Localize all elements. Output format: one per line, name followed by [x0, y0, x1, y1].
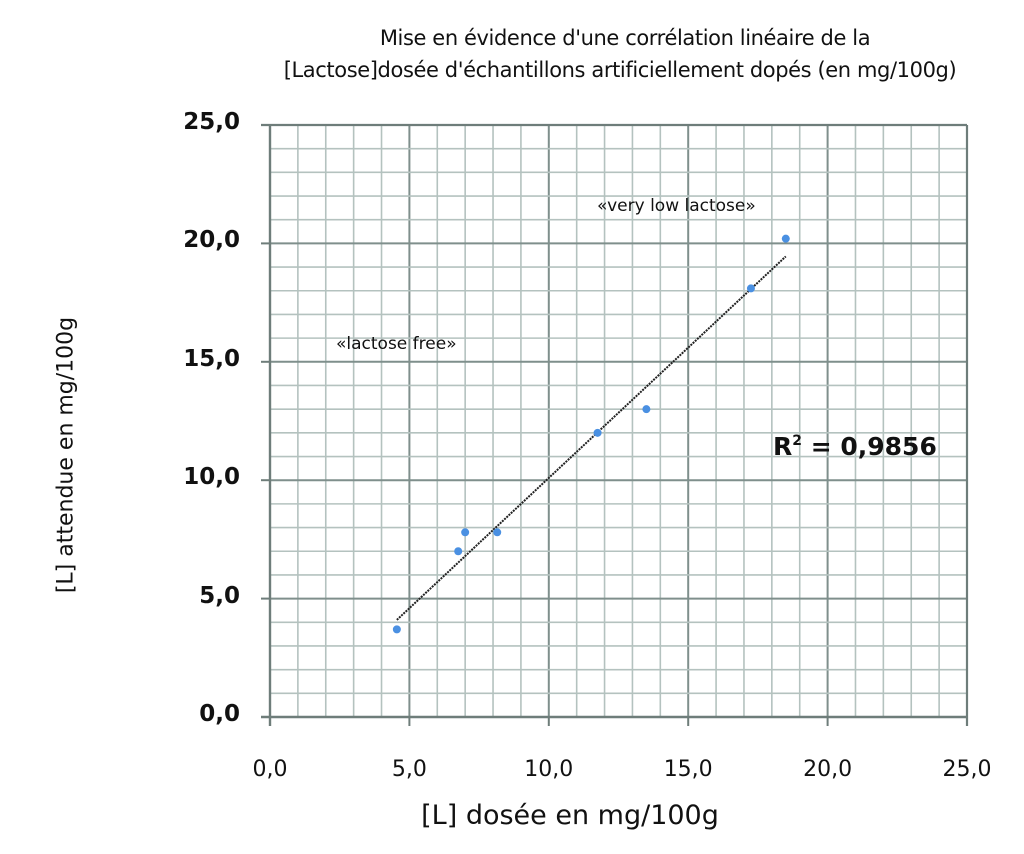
trendline: [396, 255, 787, 621]
data-point: [593, 428, 602, 437]
y-tick-label: 20,0: [183, 227, 240, 254]
data-point: [461, 528, 470, 537]
r-squared-label: R2 = 0,9856: [773, 432, 937, 461]
y-tick-label: 15,0: [183, 345, 240, 372]
y-tick-label: 25,0: [183, 109, 240, 135]
x-tick-label: 25,0: [942, 757, 992, 782]
x-tick-label: 15,0: [663, 757, 713, 782]
data-point: [746, 284, 755, 293]
x-axis-label: [L] dosée en mg/100g: [421, 800, 719, 831]
y-axis-label: [L] attendue en mg/100g: [53, 316, 79, 594]
r2-prefix: R: [773, 432, 793, 461]
y-tick-label: 0,0: [199, 701, 240, 727]
data-point: [454, 547, 463, 556]
y-tick-label: 10,0: [183, 464, 240, 491]
r2-superscript: 2: [792, 433, 803, 449]
data-point: [781, 234, 790, 243]
data-point: [392, 625, 401, 634]
x-tick-label: 20,0: [803, 757, 853, 782]
data-point: [642, 405, 651, 414]
x-tick-label: 5,0: [391, 757, 427, 782]
annotation-very-low-lactose: «very low lactose»: [597, 196, 756, 216]
annotation-lactose-free: «lactose free»: [336, 334, 457, 354]
x-tick-label: 10,0: [524, 757, 574, 782]
r2-value: = 0,9856: [802, 432, 937, 461]
y-tick-label: 5,0: [199, 582, 240, 609]
chart-title-line-2: [Lactose]dosée d'échantillons artificiel…: [283, 58, 957, 82]
chart-title-line-1: Mise en évidence d'une corrélation linéa…: [379, 26, 871, 50]
data-point: [493, 528, 502, 537]
x-tick-label: 0,0: [252, 757, 288, 782]
